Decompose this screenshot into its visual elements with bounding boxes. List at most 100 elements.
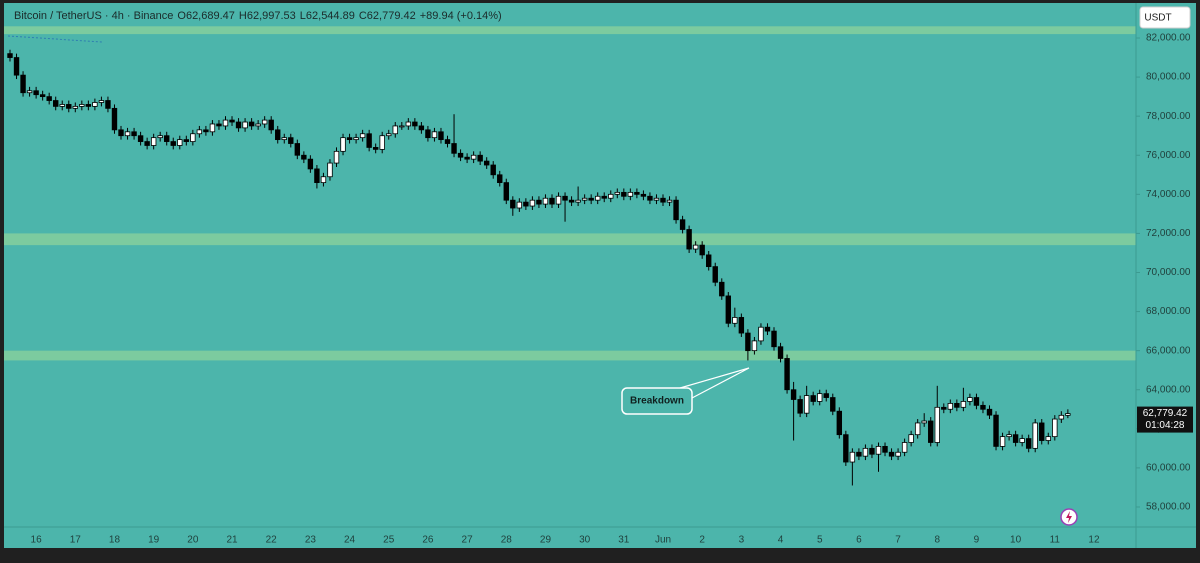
candle-body [692,244,699,250]
low-label: L62,544.89 [300,10,355,22]
candle-body [222,119,229,127]
candle-body [7,53,13,58]
candle-body [72,105,78,109]
candle-body [85,104,92,107]
candle-body [20,74,26,94]
candle-body [457,152,464,158]
x-tick-label: 23 [305,535,317,546]
candle-body [26,90,33,94]
candle-body [327,162,333,178]
candle-body [92,102,98,107]
alert-bolt[interactable] [1066,511,1072,523]
candle-body [666,199,673,203]
annotation-text: Breakdown [630,396,684,407]
change-label: +89.94 (+0.14%) [420,10,502,22]
candle-body [46,96,52,101]
x-tick-label: 7 [895,535,901,546]
candle-body [1006,434,1012,438]
candle-body [248,121,255,127]
candle-body [59,104,65,107]
candle-body [529,199,536,207]
candle-body [150,137,157,146]
candle-body [934,406,940,443]
candle-body [255,123,261,127]
candle-body [843,434,849,463]
annotation: Breakdown [621,367,750,415]
y-tick-label: 70,000.00 [1146,267,1191,278]
candle-body [869,447,875,455]
candle-body [941,406,947,410]
candle-body [288,137,294,144]
candle-body [960,401,967,408]
high-label: H62,997.53 [239,10,296,22]
candle-body [712,266,718,283]
candle-body [581,197,588,201]
candle-body [993,414,999,447]
currency-button[interactable]: USDT [1139,6,1191,29]
candle-body [477,154,483,162]
candle-body [1032,422,1038,449]
y-tick-label: 76,000.00 [1146,150,1191,161]
candle-body [144,141,150,146]
candle-body [830,397,836,412]
candle-body [1012,434,1019,443]
currency-text[interactable]: USDT [1144,13,1171,24]
candle-body [882,445,888,453]
open-label: O62,689.47 [177,10,235,22]
candle-body [294,143,301,156]
zones [4,26,1136,361]
candle-body [320,176,327,184]
candle-body [980,404,986,410]
candle-body [444,139,451,144]
candle-body [333,150,340,164]
candle-body [817,393,823,402]
zone [4,350,1136,361]
plot-background [4,3,1196,548]
x-tick-label: 12 [1088,535,1100,546]
candle-body [836,410,843,436]
candle-body [229,119,235,123]
candle-body [849,451,856,463]
candle-body [679,219,686,230]
candle-body [451,143,457,154]
candle-body [627,191,634,197]
candle-body [725,295,731,324]
alert-icon[interactable] [1060,508,1078,526]
candle-body [497,174,503,184]
x-tick-label: 16 [31,535,43,546]
candle-body [1058,414,1065,420]
candle-body [1065,413,1071,416]
candle-body [888,451,895,457]
candle-body [738,317,745,334]
candle-body [483,160,490,166]
x-tick-label: 17 [70,535,82,546]
candle-body [549,197,555,205]
candle-body [745,332,751,352]
candle-body [516,201,523,209]
x-tick-label: 28 [501,535,513,546]
y-tick-label: 78,000.00 [1146,111,1191,122]
candle-body [235,121,242,129]
candle-body [196,129,203,135]
candle-body [777,346,784,359]
x-tick-label: 20 [187,535,199,546]
x-tick-label: 19 [148,535,160,546]
candles [7,49,1071,486]
candle-body [856,451,862,457]
x-tick-label: 31 [618,535,630,546]
x-tick-label: 6 [856,535,862,546]
y-tick-label: 60,000.00 [1146,463,1191,474]
candle-body [575,199,581,203]
candle-body [784,358,790,391]
candle-body [399,125,405,128]
candle-body [928,420,934,443]
x-tick-label: 30 [579,535,591,546]
candle-body [764,326,771,332]
candle-body [353,137,359,141]
currency-button-bg[interactable] [1139,6,1191,29]
annotation-box [621,387,693,415]
candle-body [771,330,777,348]
candle-body [523,201,529,207]
candle-body [170,141,176,146]
